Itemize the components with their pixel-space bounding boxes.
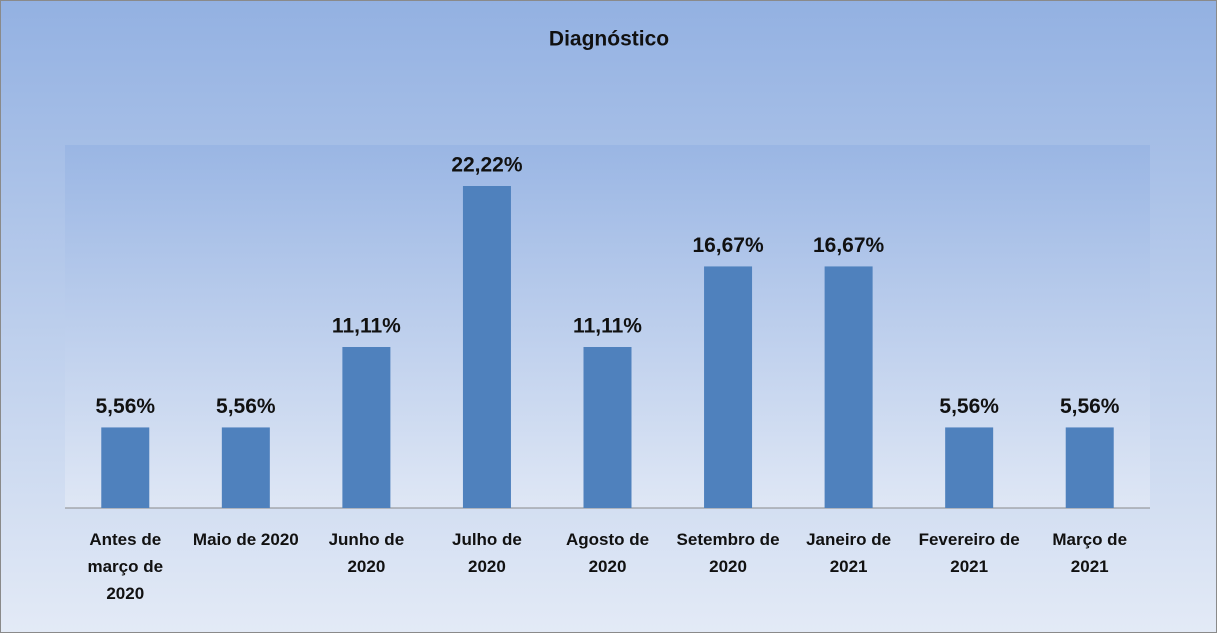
- x-tick-label: Setembro de 2020: [676, 530, 780, 576]
- x-tick-label: Março de 2021: [1052, 530, 1128, 576]
- x-tick-label: Agosto de 2020: [565, 530, 650, 576]
- bar: [462, 186, 511, 508]
- data-label: 5,56%: [96, 395, 156, 418]
- bar: [221, 427, 270, 508]
- bar: [1065, 427, 1114, 508]
- x-tick-label: Maio de 2020: [192, 530, 299, 549]
- data-label: 5,56%: [939, 395, 999, 418]
- bar: [342, 347, 391, 508]
- x-tick-label: Julho de 2020: [451, 530, 522, 576]
- data-label: 11,11%: [332, 315, 401, 338]
- data-label: 5,56%: [216, 395, 276, 418]
- x-tick-label: Junho de 2020: [328, 530, 405, 576]
- bar: [704, 266, 753, 508]
- bar: [101, 427, 150, 508]
- bar: [824, 266, 873, 508]
- x-tick-label: Fevereiro de 2021: [918, 530, 1020, 576]
- data-label: 5,56%: [1060, 395, 1120, 418]
- data-label: 11,11%: [573, 315, 642, 338]
- data-label: 16,67%: [692, 234, 764, 257]
- x-tick-label: Janeiro de 2021: [806, 530, 892, 576]
- data-label: 22,22%: [451, 154, 523, 177]
- bar: [583, 347, 632, 508]
- data-label: 16,67%: [813, 234, 885, 257]
- chart-title: Diagnóstico: [549, 28, 669, 51]
- bar: [945, 427, 994, 508]
- x-tick-label: Antes de março de 2020: [87, 530, 164, 603]
